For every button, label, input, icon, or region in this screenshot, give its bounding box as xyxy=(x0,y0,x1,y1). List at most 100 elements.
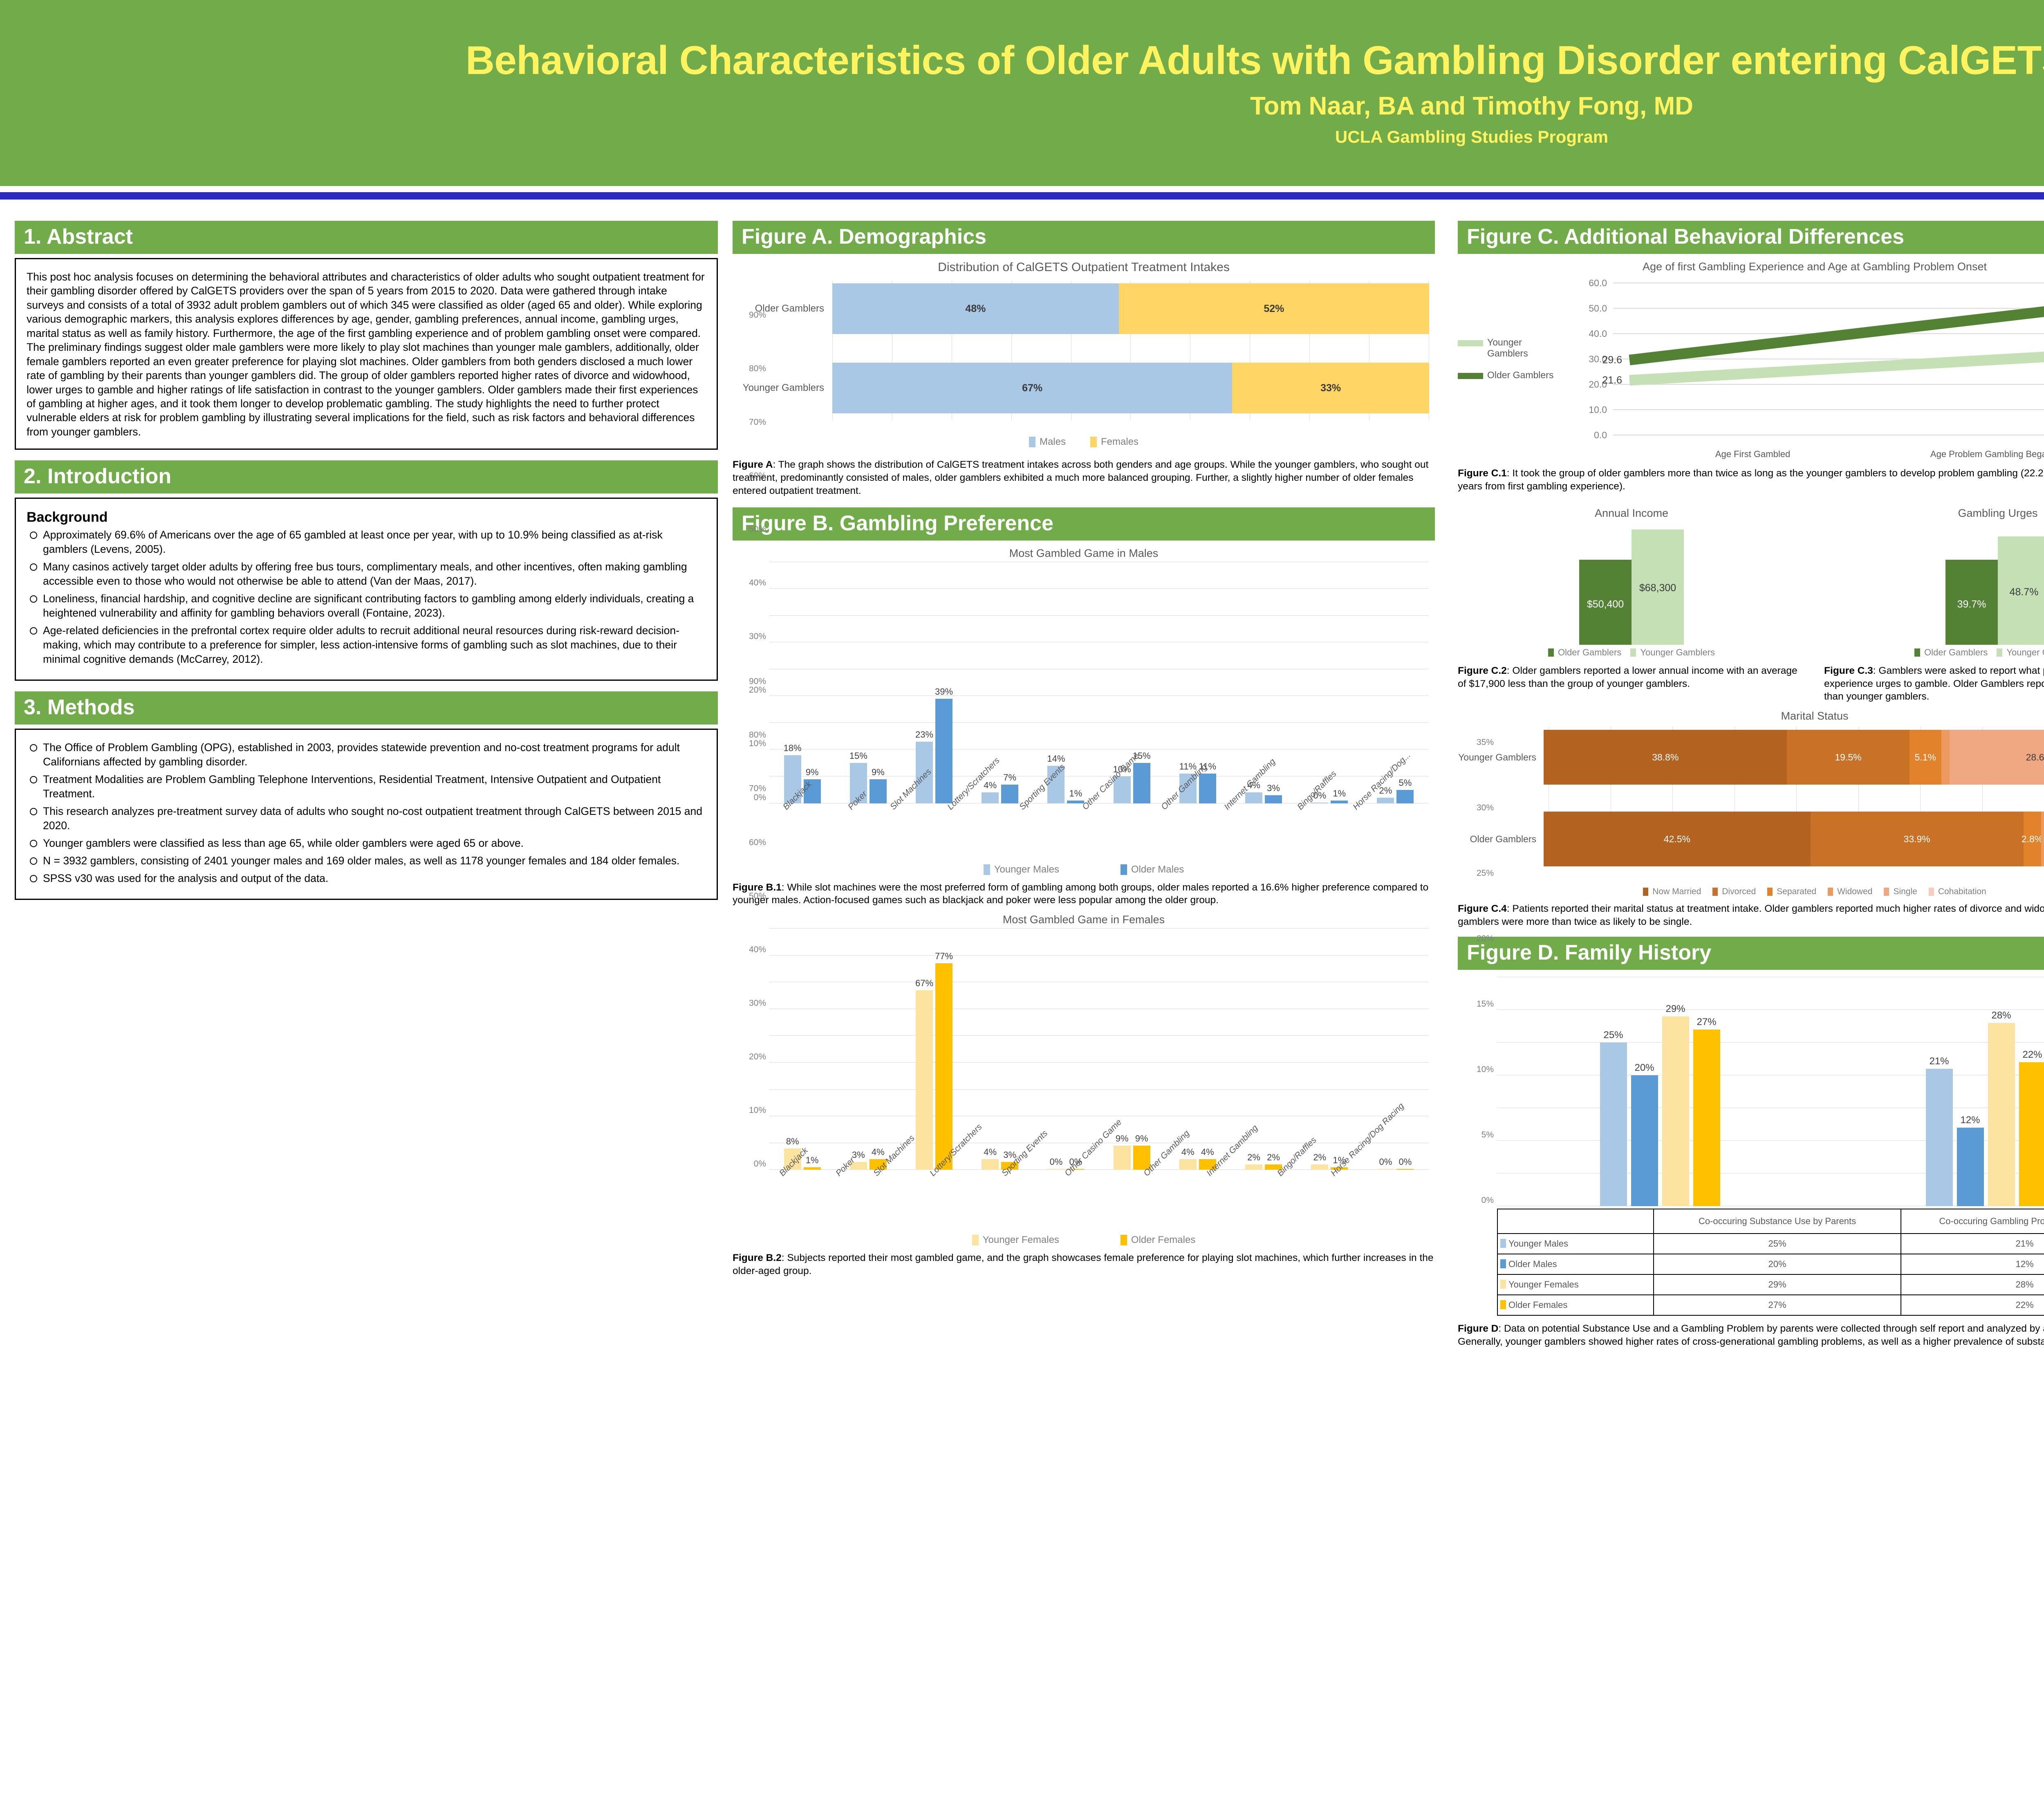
bar: 11% xyxy=(1199,761,1216,803)
legend-label: Separated xyxy=(1777,887,1817,897)
bar-value-label: 4% xyxy=(871,1147,885,1157)
bar-value-label: 9% xyxy=(805,767,819,777)
poster-header: Behavioral Characteristics of Older Adul… xyxy=(0,0,2044,186)
legend-label: Older Males xyxy=(1131,864,1184,875)
legend-label: Older Gamblers xyxy=(1558,647,1622,657)
figure-b1-x-axis: Blackjack Poker Slot Machines Lottery/Scrat… xyxy=(769,750,1428,815)
y-tick-label: 15% xyxy=(1476,999,1494,1009)
bar: 23% xyxy=(915,729,933,803)
legend-label: Single xyxy=(1893,887,1917,897)
bar-value-label: 7% xyxy=(1003,772,1017,783)
bar-younger-gamblers: $68,300 xyxy=(1632,529,1684,645)
bar: 2% xyxy=(1311,1152,1329,1170)
figure-c3-chart-title: Gambling Urges xyxy=(1958,507,2038,519)
bar-value-label: 2% xyxy=(1313,1152,1327,1163)
bar-value-label: 9% xyxy=(1115,1133,1129,1144)
bar-value-label: 3% xyxy=(852,1149,865,1160)
y-tick-label: 80% xyxy=(749,730,766,740)
bar-value-label: 39.7% xyxy=(1957,599,1986,610)
legend-swatch-icon xyxy=(1120,1235,1127,1246)
y-tick-label: 0% xyxy=(1481,1195,1494,1205)
caption-text: : Subjects reported their most gambled g… xyxy=(733,1252,1434,1277)
x-tick-cell: Poker xyxy=(827,789,885,815)
bar-segment-males: 48% xyxy=(832,283,1119,334)
x-tick-cell: Other Casino Game xyxy=(1078,751,1157,815)
bar-group: 4% 4% xyxy=(1165,929,1230,1170)
caption-text: : Data on potential Substance Use and a … xyxy=(1458,1323,2044,1347)
x-tick-cell: Poker xyxy=(819,1155,869,1181)
legend-item-single: Single xyxy=(1884,887,1917,897)
figure-d-chart: 0% 5% 10% 15% 20% 25% 30% 35% 25% 20% 29% 27% 21% 12%… xyxy=(1458,738,2044,1316)
bar: 15% xyxy=(1133,751,1151,803)
svg-text:29.6: 29.6 xyxy=(1602,354,1622,366)
table-row: Older Females 27% 22% xyxy=(1497,1294,2044,1316)
column-header-substance: Co-occuring Substance Use by Parents xyxy=(1653,1208,1902,1234)
x-tick-cell: Horse Racing/Dog Racing xyxy=(1327,1101,1428,1181)
bar-value-label: 4% xyxy=(984,780,997,791)
legend-item-younger-gamblers: Younger Gamblers xyxy=(1997,647,2044,658)
bar-value-label: 21% xyxy=(1929,1055,1949,1067)
y-tick-label: 80% xyxy=(749,363,766,373)
legend-item-younger-males: Younger Males xyxy=(983,864,1059,875)
bar: 7% xyxy=(1001,772,1019,803)
figure-c3-chart: Gambling Urges 39.7% 48.7% Older Gambler… xyxy=(1824,500,2044,704)
page-title: Behavioral Characteristics of Older Adul… xyxy=(465,37,2044,83)
figure-b1-chart: Most Gambled Game in Males 0% 10% 20% 30% 40… xyxy=(733,310,1435,875)
bar-segment-separated: 2.8% xyxy=(2022,812,2043,867)
legend-swatch-icon xyxy=(1090,437,1097,447)
x-tick-cell: Other Casino Game xyxy=(1060,1117,1139,1181)
y-tick-label: 70% xyxy=(749,784,766,794)
bar: 77% xyxy=(935,951,953,1170)
bar: 12% xyxy=(1957,1115,1984,1206)
bar-value-label: 0% xyxy=(1379,1157,1392,1167)
bar-segment-widowed: 1.3% xyxy=(1938,715,1959,785)
svg-text:21.6: 21.6 xyxy=(1602,375,1622,386)
legend-label: Males xyxy=(1039,436,1066,447)
bar-value-label: $50,400 xyxy=(1587,599,1624,610)
legend-item-younger-gamblers: Younger Gamblers xyxy=(1458,337,1560,359)
legend-swatch-icon xyxy=(1548,648,1554,657)
affiliation-line: UCLA Gambling Studies Program xyxy=(1335,127,1609,147)
bar-segment-now-married: 42.5% xyxy=(1544,812,1811,867)
bar: 9% xyxy=(869,767,887,803)
bar-group: 11% 11% xyxy=(1165,562,1230,803)
bar-value-label: 8% xyxy=(786,1136,799,1146)
bar-segment-now-married: 38.8% xyxy=(1544,730,1787,785)
bar-value-label: 4% xyxy=(1181,1147,1195,1157)
bar: 4% xyxy=(982,780,999,803)
y-tick-label: 20% xyxy=(749,1052,766,1061)
caption-text: : Older gamblers reported a lower annual… xyxy=(1458,665,1797,689)
bar-value-label: 2% xyxy=(1267,1152,1280,1163)
bar-group: 2% 2% xyxy=(1230,929,1296,1170)
bar-value-label: $68,300 xyxy=(1639,582,1676,594)
figure-b2-plot: 0% 10% 20% 30% 40% 50% 60% 70% 80% 90% 8% 1% 3% 4% 67%… xyxy=(749,677,1428,1170)
bar: 1% xyxy=(1331,788,1348,803)
bar-segment-separated: 5.1% xyxy=(1909,730,1941,785)
y-tick-label: 30% xyxy=(749,632,766,642)
bar-value-label: 0% xyxy=(1069,1157,1083,1167)
svg-text:20.0: 20.0 xyxy=(1589,379,1607,390)
column-header-blank xyxy=(1497,1208,1654,1234)
bar: 2% xyxy=(1377,785,1394,803)
figure-c4-chart-title: Marital Status xyxy=(1781,710,1849,722)
bar-value-label: 10% xyxy=(1113,764,1131,774)
gridline: 40% xyxy=(749,945,1428,1063)
bar-value-label: 15% xyxy=(1132,751,1151,761)
bar: 3% xyxy=(849,1150,867,1170)
bar-value-label: 67% xyxy=(915,978,934,988)
section-title-figure-d: Figure D. Family History xyxy=(1458,936,2044,970)
figure-c4-plot: Younger Gamblers 38.8% 19.5% 5.1% 1.3% 2… xyxy=(1458,715,2044,870)
figure-c1-chart: Age of first Gambling Experience and Age… xyxy=(1458,260,2044,460)
y-tick-label: 60% xyxy=(749,471,766,480)
bar-group: 10% 15% xyxy=(1099,562,1165,803)
legend-label: Younger Males xyxy=(994,864,1059,875)
bar: 0% xyxy=(1377,1157,1394,1170)
figure-a-row-label: Younger Gamblers xyxy=(742,382,824,393)
figure-c2-c3-row: Annual Income $50,400 $68,300 Older Gamb… xyxy=(1458,500,2044,704)
figure-c2-caption: Figure C.2: Older gamblers reported a lo… xyxy=(1458,664,1805,691)
figure-c1-legend: Younger Gamblers Older Gamblers xyxy=(1458,337,1560,391)
cell-value: 20% xyxy=(1653,1253,1902,1275)
background-subheading: Background xyxy=(27,509,108,525)
methods-bullet-list: The Office of Problem Gambling (OPG), es… xyxy=(27,740,706,886)
figure-c4-caption: Figure C.4: Patients reported their mari… xyxy=(1458,902,2044,929)
